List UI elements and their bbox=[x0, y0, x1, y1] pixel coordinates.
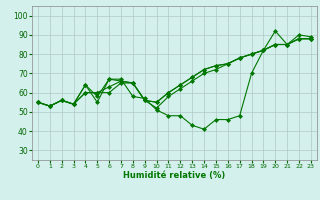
X-axis label: Humidité relative (%): Humidité relative (%) bbox=[123, 171, 226, 180]
